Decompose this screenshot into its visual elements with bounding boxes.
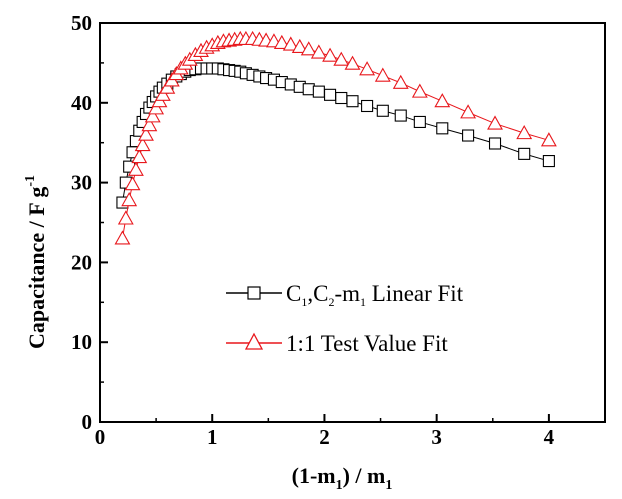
series-2-point [273, 34, 290, 50]
x-tick-label: 3 [431, 425, 442, 449]
y-tick-label: 20 [71, 250, 92, 274]
legend-label-series-1-b: ,C [307, 281, 328, 306]
x-tick-label: 0 [95, 425, 106, 449]
x-tick-label: 4 [544, 425, 555, 449]
series-2-point [300, 41, 317, 56]
legend-label-series-1-c-sub: 1 [360, 295, 366, 309]
legend-entry-series-2: 1:1 Test Value Fit [226, 331, 448, 356]
series-2-point [124, 176, 141, 191]
series-1-point [394, 109, 407, 122]
y-axis-title: Capacitance / F g-1 [23, 175, 49, 349]
x-axis-title: (1-m1) / m1 [292, 463, 393, 493]
series-1-point [518, 147, 531, 160]
legend-label-series-1-a: C [286, 281, 301, 306]
series-2-point [322, 47, 338, 62]
series-1-point [302, 83, 315, 96]
legend-label-series-2: 1:1 Test Value Fit [286, 331, 448, 356]
series-2-point [392, 74, 409, 89]
series-2-point [516, 124, 533, 140]
x-tick-label: 1 [207, 425, 218, 449]
series-2-point [134, 136, 151, 152]
series-1-point [376, 104, 389, 117]
legend: C1,C2-m1 Linear Fit 1:1 Test Value Fit [226, 281, 464, 356]
series-1-point [542, 155, 555, 168]
y-tick-label: 50 [71, 11, 92, 35]
series-2-point [540, 132, 557, 147]
series-2-point [359, 61, 376, 76]
series-2-point [144, 108, 161, 123]
series-2-point [460, 104, 477, 119]
series-2-point [148, 100, 165, 115]
series-2-point [127, 161, 144, 176]
series-1-point [436, 122, 449, 135]
series-2-point [487, 115, 503, 130]
series-2-point [131, 148, 148, 164]
legend-label-series-1: C1,C2-m1 Linear Fit [286, 281, 464, 309]
legend-label-series-1-b-sub: 2 [328, 295, 334, 309]
series-2-point [282, 36, 299, 51]
series-2-point [310, 44, 327, 59]
series-1-point [335, 91, 348, 105]
series-2 [114, 30, 557, 245]
x-axis-title-sub-1: 1 [336, 478, 343, 493]
series-2-point [333, 51, 350, 66]
series-1 [116, 62, 555, 209]
legend-marker-series-2 [244, 332, 264, 350]
x-tick-label: 2 [319, 425, 330, 449]
series-2-point [411, 83, 428, 98]
x-axis-title-part-2: ) / m [343, 463, 386, 488]
series-2-point [291, 38, 308, 53]
y-tick-label: 0 [82, 410, 93, 434]
series-1-point [324, 88, 337, 101]
series-2-point [159, 79, 176, 94]
legend-label-series-1-a-sub: 1 [301, 295, 307, 309]
series-1-line [121, 67, 550, 203]
legend-marker-series-1 [247, 286, 261, 300]
series-1-point [413, 115, 426, 129]
series-2-point [374, 67, 391, 82]
series-2-point [344, 55, 361, 70]
series-2-point [141, 117, 158, 132]
series-2-point [117, 210, 134, 225]
legend-entry-series-1: C1,C2-m1 Linear Fit [226, 281, 464, 309]
legend-label-series-1-c: -m [334, 281, 360, 306]
series-layer [114, 30, 557, 245]
series-1-point [312, 85, 325, 98]
series-2-point [434, 93, 451, 108]
series-2-point [138, 126, 154, 141]
series-2-point [114, 230, 131, 245]
y-tick-label: 10 [71, 330, 92, 354]
y-tick-label: 30 [71, 171, 92, 195]
series-1-point [346, 95, 359, 108]
legend-label-series-1-d: Linear Fit [366, 281, 464, 306]
series-1-point [488, 137, 502, 150]
series-2-point [154, 86, 171, 101]
y-tick-label: 40 [71, 91, 92, 115]
series-2-point [121, 192, 138, 207]
x-axis-title-part-1: (1-m [292, 463, 336, 488]
series-1-point [361, 99, 374, 113]
y-axis-title-main: Capacitance / F g [24, 187, 49, 349]
x-axis-title-sub-2: 1 [385, 478, 392, 493]
series-1-point [462, 129, 475, 142]
y-axis-title-sup: -1 [23, 175, 38, 187]
